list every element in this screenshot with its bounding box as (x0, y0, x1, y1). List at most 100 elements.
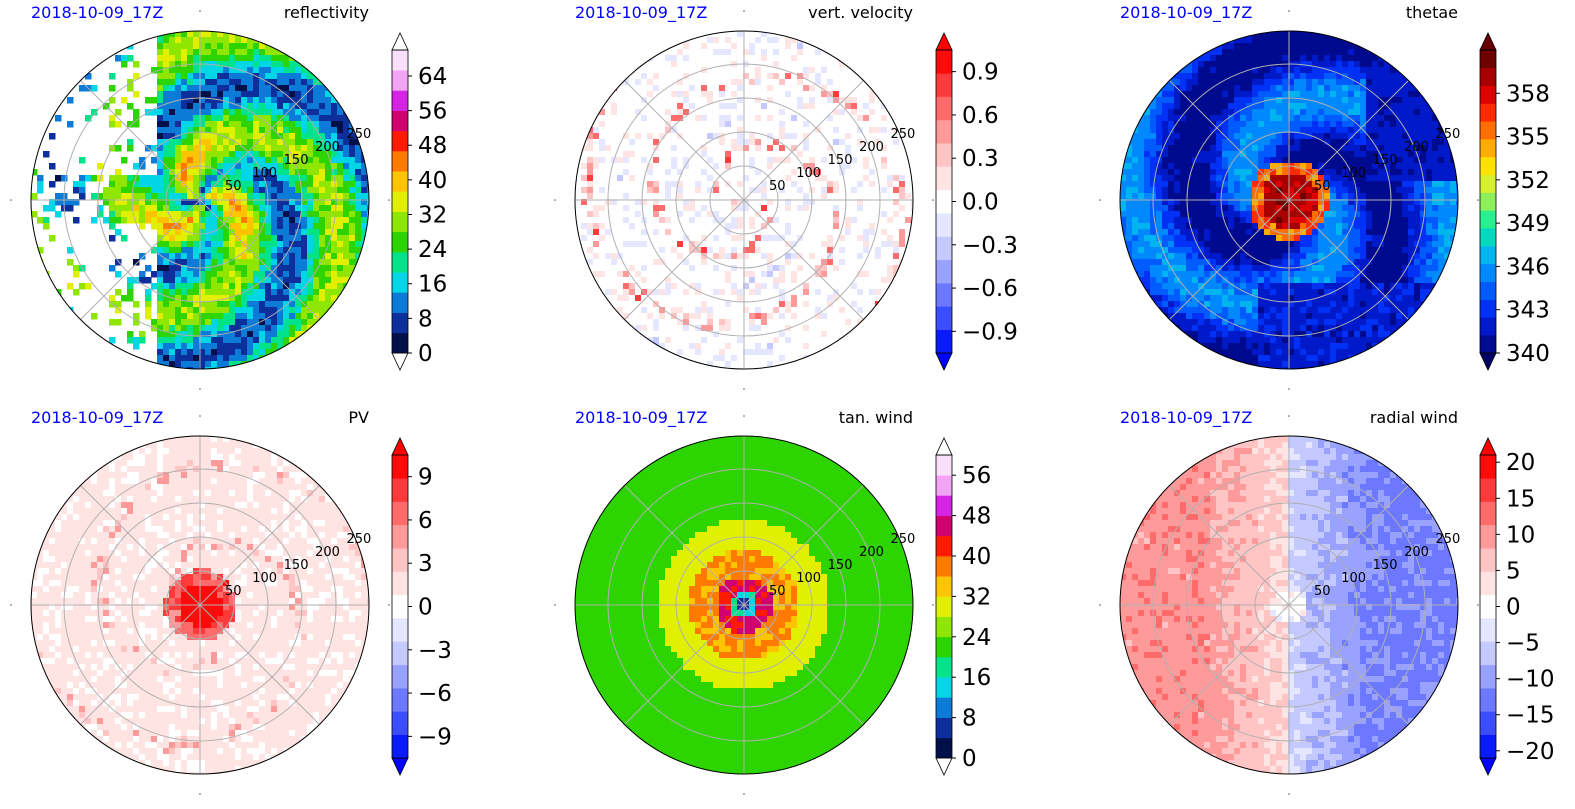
field-cell (349, 199, 356, 206)
field-cell (665, 157, 672, 164)
field-cell (175, 343, 182, 350)
field-cell (893, 259, 900, 266)
field-cell (587, 229, 594, 236)
field-cell (187, 121, 194, 128)
field-cell (277, 43, 284, 50)
field-cell (809, 295, 816, 302)
field-cell (809, 175, 816, 182)
field-cell (241, 61, 248, 68)
field-cell (187, 157, 194, 164)
field-cell (773, 97, 780, 104)
field-cell (199, 367, 206, 369)
field-cell (761, 157, 768, 164)
field-cell (605, 259, 612, 266)
field-cell (743, 79, 750, 86)
field-cell (665, 109, 672, 116)
field-cell (289, 91, 296, 98)
field-cell (1204, 55, 1211, 62)
field-cell (767, 139, 774, 146)
field-cell (259, 343, 266, 350)
field-cell (1270, 43, 1277, 50)
field-cell (869, 313, 876, 320)
field-cell (271, 73, 278, 80)
field-cell (743, 43, 750, 50)
field-cell (749, 271, 756, 278)
colorbar-segment (392, 292, 408, 313)
field-cell (349, 193, 356, 200)
field-cell (683, 313, 690, 320)
field-cell (845, 223, 852, 230)
field-cell (193, 157, 200, 164)
field-cell (127, 217, 134, 224)
field-cell (815, 169, 822, 176)
field-cell (265, 67, 272, 74)
field-cell (157, 277, 164, 284)
field-cell (653, 271, 660, 278)
field-cell (749, 109, 756, 116)
field-cell (1252, 67, 1259, 74)
field-cell (289, 223, 296, 230)
field-cell (235, 313, 242, 320)
field-cell (199, 361, 206, 368)
field-cell (325, 145, 332, 152)
field-cell (343, 133, 350, 140)
field-cell (665, 115, 672, 122)
field-cell (187, 355, 194, 362)
field-cell (689, 163, 696, 170)
field-cell (905, 205, 912, 212)
field-cell (851, 187, 858, 194)
field-cell (295, 217, 302, 224)
field-cell (277, 115, 284, 122)
field-cell (1174, 73, 1181, 80)
field-cell (665, 295, 672, 302)
field-cell (1300, 55, 1307, 62)
field-cell (271, 199, 278, 206)
field-cell (1336, 49, 1343, 56)
field-cell (755, 43, 762, 50)
field-cell (755, 355, 762, 362)
field-cell (719, 91, 726, 98)
field-cell (163, 181, 170, 188)
field-cell (181, 97, 188, 104)
field-cell (635, 229, 642, 236)
field-cell (337, 139, 344, 146)
field-cell (181, 163, 188, 170)
field-cell (659, 139, 666, 146)
field-cell (295, 67, 302, 74)
field-cell (617, 247, 624, 254)
field-cell (641, 223, 648, 230)
field-cell (635, 313, 642, 320)
field-cell (641, 265, 648, 272)
field-cell (815, 139, 822, 146)
field-cell (145, 307, 152, 314)
field-cell (283, 187, 290, 194)
field-cell (581, 241, 588, 248)
field-cell (815, 277, 822, 284)
colorbar-segment (392, 191, 408, 212)
field-cell (653, 253, 660, 260)
field-cell (247, 103, 254, 110)
field-cell (827, 337, 834, 344)
field-cell (815, 259, 822, 266)
field-cell (743, 187, 750, 194)
field-cell (839, 217, 846, 224)
field-cell (851, 271, 858, 278)
field-cell (599, 109, 606, 116)
field-cell (229, 331, 236, 338)
field-cell (767, 325, 774, 332)
field-cell (701, 121, 708, 128)
field-cell (683, 109, 690, 116)
field-cell (785, 229, 792, 236)
field-cell (863, 247, 870, 254)
field-cell (205, 235, 212, 242)
field-cell (133, 175, 140, 182)
field-cell (605, 289, 612, 296)
field-cell (875, 241, 882, 248)
field-cell (815, 307, 822, 314)
field-cell (701, 301, 708, 308)
field-cell (779, 133, 786, 140)
field-cell (629, 151, 636, 158)
field-cell (701, 169, 708, 176)
field-cell (827, 313, 834, 320)
field-cell (193, 325, 200, 332)
